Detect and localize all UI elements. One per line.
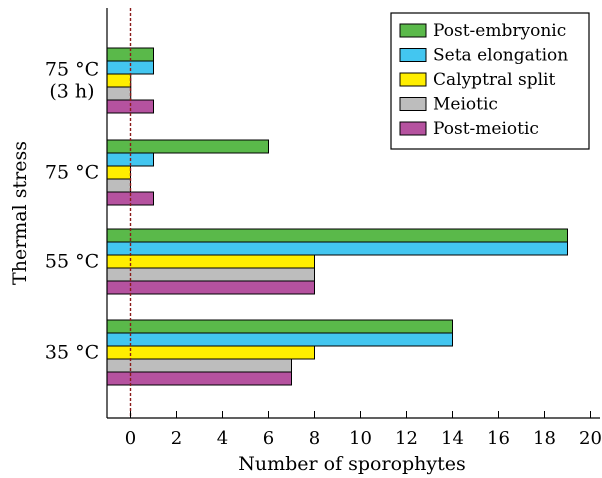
legend-label: Post-embryonic	[433, 21, 566, 41]
x-tick-label: 16	[487, 428, 510, 449]
legend-swatch	[399, 121, 427, 136]
legend-swatch	[399, 97, 427, 111]
legend-swatch	[399, 72, 427, 87]
x-tick-label: 12	[395, 428, 418, 449]
bar-post-embryonic-1	[106, 139, 269, 154]
category-labels-group: 75 °C(3 h)75 °C55 °C35 °C	[45, 59, 99, 364]
x-ticks-group: 0 2 4 6 8 10 12 14 16 18 20	[125, 411, 602, 449]
legend-label: Post-meiotic	[433, 119, 539, 139]
legend-label: Calyptral split	[433, 70, 555, 90]
x-tick-label: 14	[441, 428, 464, 449]
axes-group	[106, 8, 600, 419]
legend-swatch	[399, 48, 427, 62]
y-axis-label: Thermal stress	[9, 141, 31, 285]
x-tick-label: 6	[263, 428, 274, 449]
bar-calyptral-split-3	[106, 345, 315, 360]
x-tick-label: 8	[309, 428, 320, 449]
bar-seta-elongation-2	[106, 241, 568, 256]
legend: Post-embryonic Seta elongation Calyptral s…	[390, 12, 590, 150]
bar-seta-elongation-3	[106, 332, 453, 347]
category-label: (3 h)	[49, 81, 94, 103]
bar-post-meiotic-0	[106, 99, 154, 114]
bar-post-embryonic-3	[106, 319, 453, 334]
legend-label: Meiotic	[433, 95, 498, 115]
bar-calyptral-split-2	[106, 254, 315, 269]
bar-calyptral-split-0	[106, 73, 132, 88]
bar-post-embryonic-2	[106, 228, 568, 243]
x-tick-label: 18	[533, 428, 556, 449]
category-label: 75 °C	[45, 59, 99, 81]
x-tick-label: 10	[349, 428, 372, 449]
x-tick-label: 4	[217, 428, 228, 449]
category-label: 75 °C	[45, 162, 99, 184]
x-tick-label: 2	[171, 428, 182, 449]
legend-swatch	[399, 23, 427, 38]
x-tick-label: 20	[579, 428, 602, 449]
bar-meiotic-1	[106, 178, 131, 193]
bar-calyptral-split-1	[106, 165, 131, 180]
bar-post-meiotic-3	[106, 371, 292, 386]
bar-meiotic-2	[106, 267, 315, 282]
category-label: 35 °C	[45, 342, 99, 364]
bar-seta-elongation-0	[106, 60, 154, 75]
legend-label: Seta elongation	[433, 46, 568, 66]
x-tick-label: 0	[125, 428, 136, 449]
category-label: 55 °C	[45, 251, 99, 273]
x-axis-label: Number of sporophytes	[238, 453, 466, 475]
bar-meiotic-0	[106, 86, 132, 101]
bar-post-meiotic-2	[106, 280, 315, 295]
bar-meiotic-3	[106, 358, 292, 373]
